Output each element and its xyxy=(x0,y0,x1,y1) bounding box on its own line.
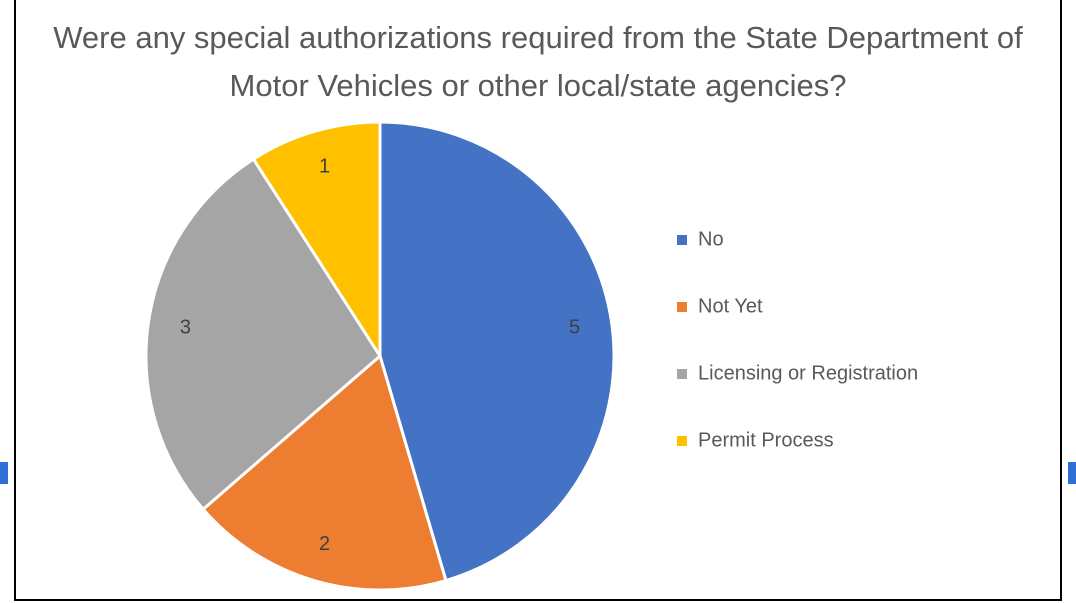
edge-bar-left xyxy=(0,462,8,484)
data-label: 5 xyxy=(569,316,580,338)
legend-swatch xyxy=(677,369,687,379)
edge-bar-right xyxy=(1068,462,1076,484)
legend-label: Permit Process xyxy=(698,429,834,451)
pie-slice xyxy=(251,120,382,362)
legend-swatch xyxy=(677,436,687,446)
pie-slice xyxy=(378,120,616,583)
legend-label: No xyxy=(698,228,724,250)
data-label: 2 xyxy=(319,533,330,555)
legend-label: Licensing or Registration xyxy=(698,362,918,384)
legend-label: Not Yet xyxy=(698,295,763,317)
legend-swatch xyxy=(677,235,687,245)
data-label: 3 xyxy=(180,316,191,338)
pie-slice xyxy=(144,157,382,512)
chart-title: Were any special authorizations required… xyxy=(53,20,1023,103)
legend-swatch xyxy=(677,302,687,312)
data-label: 1 xyxy=(319,156,330,178)
pie-slice xyxy=(201,353,448,592)
